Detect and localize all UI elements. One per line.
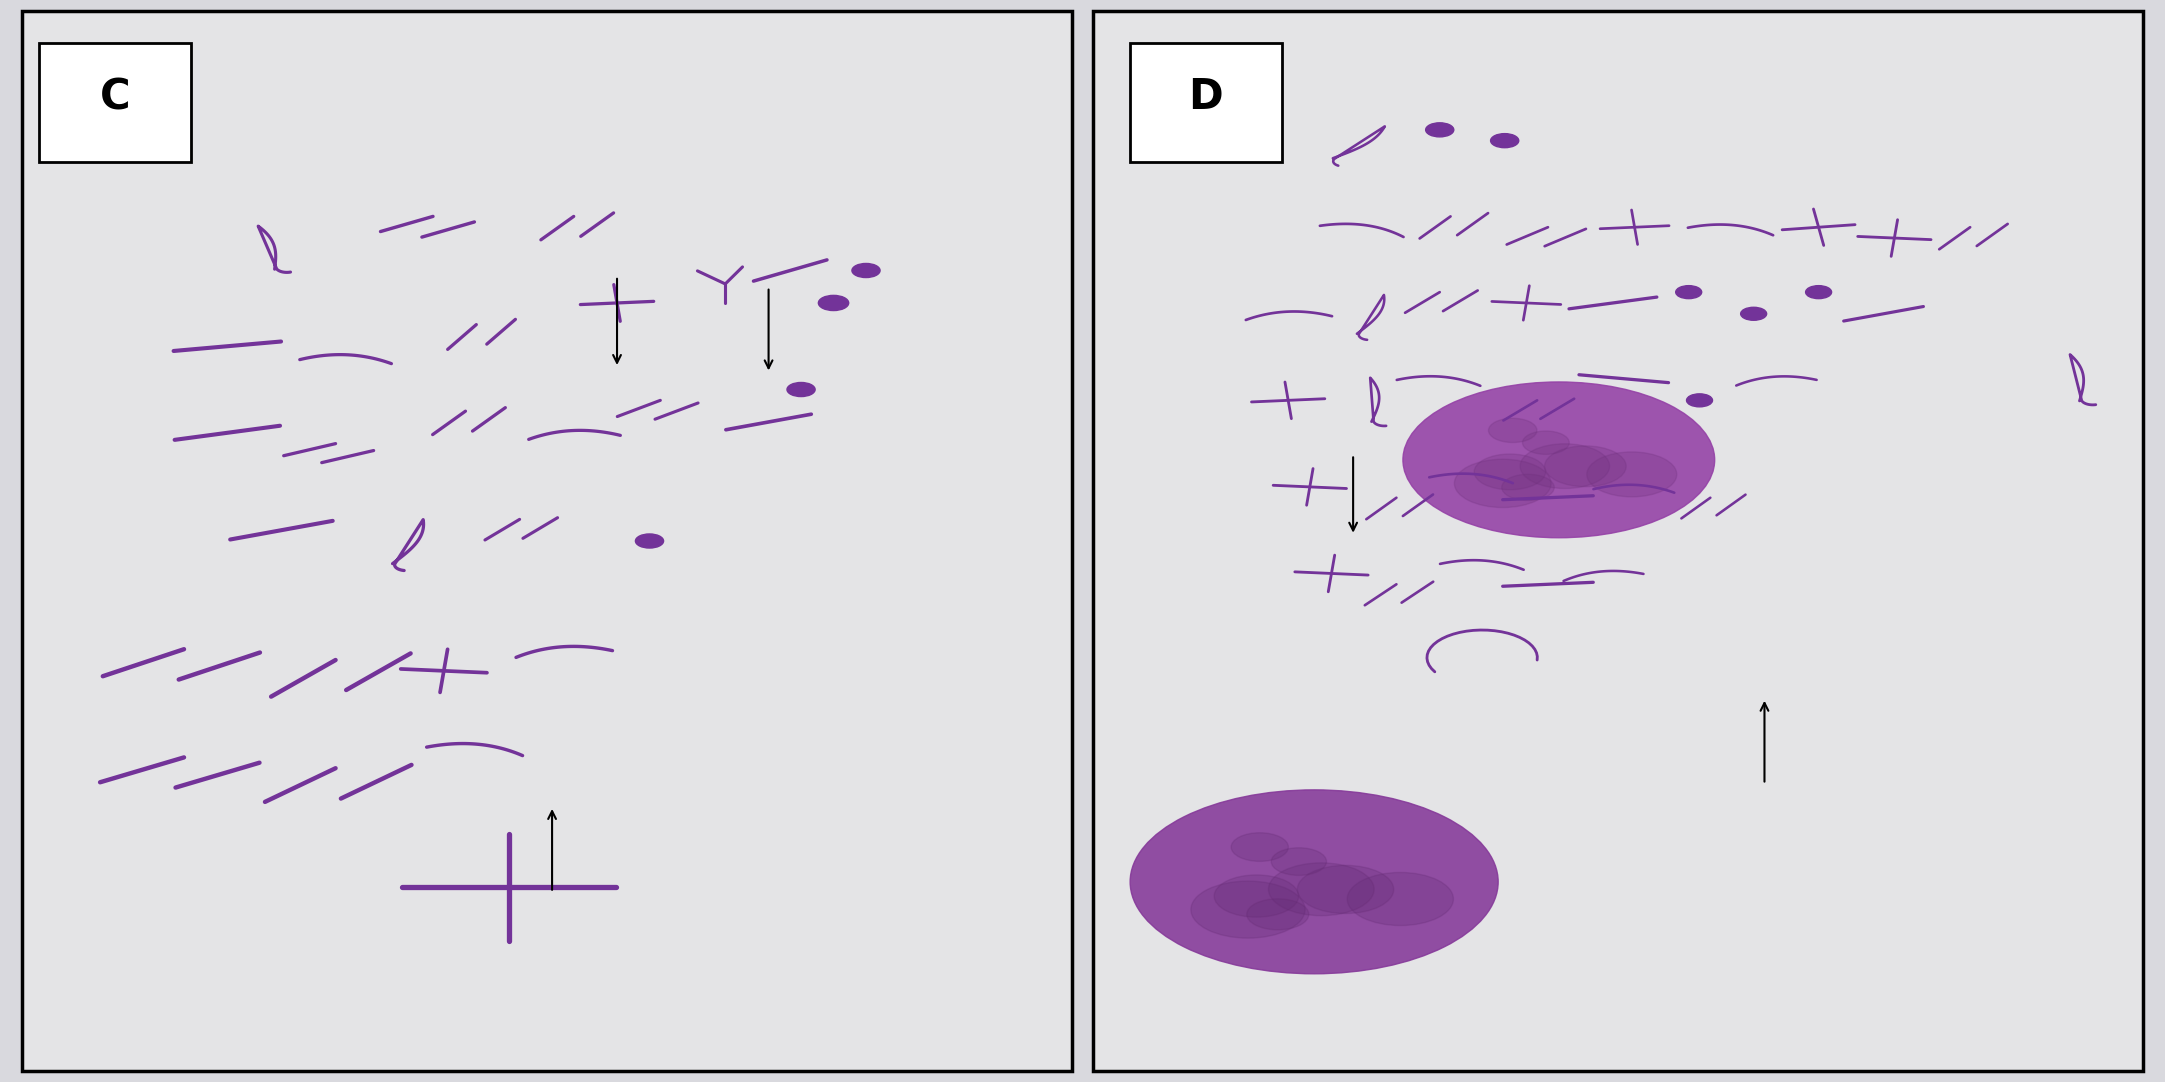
Circle shape xyxy=(1741,307,1767,320)
Circle shape xyxy=(1269,862,1375,915)
Circle shape xyxy=(1247,899,1310,929)
Circle shape xyxy=(818,295,849,311)
Circle shape xyxy=(853,264,879,278)
Circle shape xyxy=(1191,881,1305,938)
Circle shape xyxy=(1297,866,1394,913)
FancyBboxPatch shape xyxy=(39,43,191,162)
Circle shape xyxy=(1427,123,1455,137)
Text: D: D xyxy=(1189,77,1223,118)
Circle shape xyxy=(1503,474,1554,501)
Circle shape xyxy=(1806,286,1832,299)
Circle shape xyxy=(1232,833,1288,861)
Circle shape xyxy=(1490,419,1537,443)
Circle shape xyxy=(788,382,814,397)
Circle shape xyxy=(637,533,662,547)
Circle shape xyxy=(1587,452,1676,497)
Circle shape xyxy=(1544,446,1626,487)
Circle shape xyxy=(1687,394,1713,407)
Circle shape xyxy=(1676,286,1702,299)
Circle shape xyxy=(1490,133,1520,148)
FancyBboxPatch shape xyxy=(22,11,1072,1071)
Circle shape xyxy=(1455,459,1550,507)
Circle shape xyxy=(1520,444,1609,488)
FancyBboxPatch shape xyxy=(1130,43,1282,162)
Circle shape xyxy=(1215,875,1299,918)
Circle shape xyxy=(1347,872,1453,925)
Text: C: C xyxy=(100,77,130,118)
Circle shape xyxy=(1130,790,1498,974)
Circle shape xyxy=(1403,382,1715,538)
Circle shape xyxy=(1522,431,1570,454)
Circle shape xyxy=(1474,454,1546,490)
FancyBboxPatch shape xyxy=(1093,11,2143,1071)
Circle shape xyxy=(1271,848,1327,875)
